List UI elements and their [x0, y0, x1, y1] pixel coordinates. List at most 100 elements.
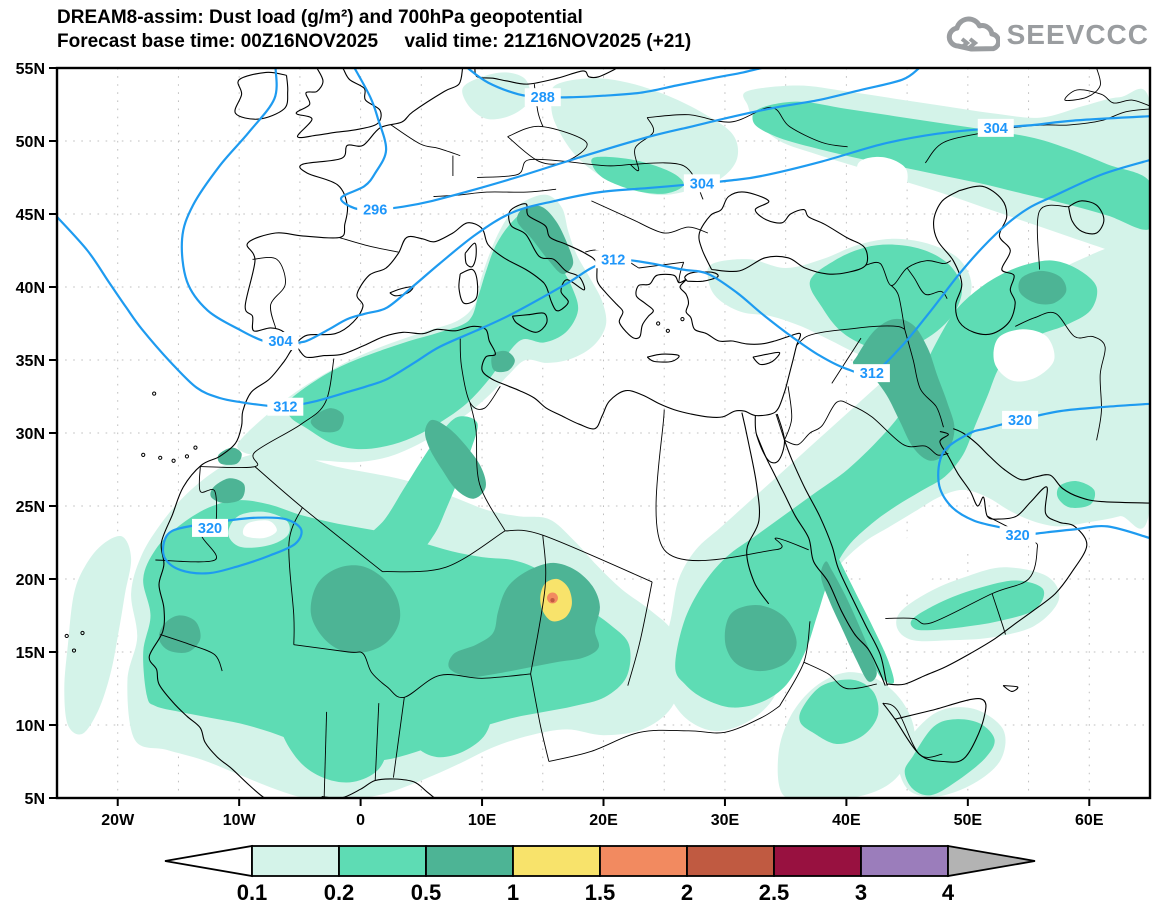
country-border — [636, 220, 709, 234]
country-border — [991, 593, 1006, 635]
colorbar-tick-label: 1.5 — [585, 880, 616, 905]
contour-label-320: 320 — [1008, 413, 1032, 429]
contour-label-mask — [595, 250, 632, 269]
contour-label-mask — [267, 397, 304, 416]
lon-tick-label: 10E — [468, 812, 497, 829]
country-border — [469, 402, 506, 532]
country-border — [530, 673, 550, 762]
dust-region-level-2 — [550, 597, 555, 603]
coastline — [755, 434, 886, 686]
lon-tick-label: 40E — [832, 812, 861, 829]
coastline — [698, 191, 869, 275]
lat-tick-label: 35N — [16, 353, 45, 370]
country-border — [390, 124, 461, 157]
colorbar-segment — [686, 845, 775, 877]
dust-region-level-0.5 — [724, 604, 797, 672]
country-border — [507, 125, 588, 165]
dust-region-level-0.5 — [1018, 270, 1067, 305]
geopotential-contour-320 — [937, 402, 1150, 540]
cloud-icon — [946, 16, 1000, 52]
dust-region-level-0.5 — [516, 205, 574, 274]
dust-region-level-0.1 — [64, 536, 132, 735]
lon-tick-label: 20E — [589, 812, 618, 829]
dust-region-level-0.2 — [1056, 481, 1096, 508]
country-border — [392, 697, 405, 778]
country-border — [890, 285, 906, 330]
geopotential-contour-296 — [339, 68, 921, 211]
lon-tick-label: 60E — [1075, 812, 1104, 829]
dust-region-level-0.5 — [310, 408, 344, 433]
island — [158, 455, 163, 460]
colorbar-tick-label: 2 — [681, 880, 693, 905]
dust-region-level-1.5 — [547, 592, 558, 604]
lon-tick-label: 30E — [711, 812, 740, 829]
dust-region-level-0.2 — [675, 260, 1098, 708]
contour-label-mask — [999, 526, 1036, 545]
contour-label-mask — [357, 200, 394, 219]
country-border — [323, 711, 328, 797]
dust-region-level-white — [856, 156, 908, 200]
country-border — [459, 338, 501, 410]
country-border — [1036, 204, 1069, 270]
country-border — [505, 529, 653, 583]
colorbar-under-arrow — [164, 844, 253, 878]
coastline — [1002, 685, 1019, 692]
coastline — [684, 271, 719, 283]
coastline — [1068, 200, 1105, 235]
lat-tick-label: 10N — [16, 718, 45, 735]
contour-label-312: 312 — [601, 252, 625, 268]
country-border — [775, 413, 785, 441]
coastline — [148, 68, 802, 798]
colorbar-tick-label: 1 — [507, 880, 519, 905]
contour-label-296: 296 — [363, 203, 387, 219]
dust-region-level-0.2 — [904, 719, 995, 796]
dust-region-level-0.5 — [852, 318, 955, 461]
country-border — [252, 257, 286, 329]
colorbar-tick-label: 0.1 — [237, 880, 268, 905]
colorbar-tick-label: 0.5 — [411, 880, 442, 905]
country-border — [293, 644, 531, 699]
country-border — [882, 702, 943, 758]
country-border — [924, 108, 1150, 164]
coastline — [389, 286, 414, 297]
lat-tick-label: 50N — [16, 134, 45, 151]
lat-tick-label: 25N — [16, 499, 45, 516]
colorbar-tick-label: 2.5 — [759, 880, 790, 905]
seevccc-logo: SEEVCCC — [944, 16, 1149, 54]
dust-region-level-0.5 — [424, 419, 486, 499]
coastline — [752, 351, 781, 366]
country-border — [565, 160, 631, 167]
coastline — [953, 428, 1150, 504]
country-border — [784, 400, 949, 456]
coastline — [646, 353, 680, 363]
contour-label-mask — [192, 518, 229, 537]
coastline — [511, 312, 548, 333]
contour-label-288: 288 — [531, 90, 555, 106]
coastline — [882, 698, 987, 763]
colorbar-segment — [425, 845, 514, 877]
colorbar-tick-label: 4 — [942, 880, 955, 905]
dust-region-level-white — [993, 329, 1055, 382]
country-border — [655, 409, 809, 562]
geopotential-contour-312 — [57, 158, 1150, 409]
country-border — [1015, 311, 1106, 441]
coastline — [741, 412, 770, 605]
island — [680, 317, 685, 322]
dust-region-level-0.2 — [799, 679, 879, 745]
country-border — [382, 530, 506, 573]
contour-label-320: 320 — [1006, 528, 1030, 544]
lon-tick-label: 0 — [356, 812, 365, 829]
title-block: DREAM8-assim: Dust load (g/m²) and 700hP… — [57, 6, 691, 54]
coastline — [474, 68, 617, 85]
island — [665, 328, 670, 333]
country-border — [338, 236, 399, 253]
country-border — [254, 466, 383, 573]
dust-region-level-0.2 — [809, 244, 962, 352]
colorbar-segment — [338, 845, 427, 877]
island — [64, 633, 69, 639]
contour-label-304: 304 — [984, 121, 1008, 137]
colorbar-segment — [512, 845, 601, 877]
colorbar-tick-label: 0.2 — [324, 880, 355, 905]
lon-tick-label: 20W — [101, 812, 135, 829]
lat-tick-label: 5N — [25, 791, 45, 808]
